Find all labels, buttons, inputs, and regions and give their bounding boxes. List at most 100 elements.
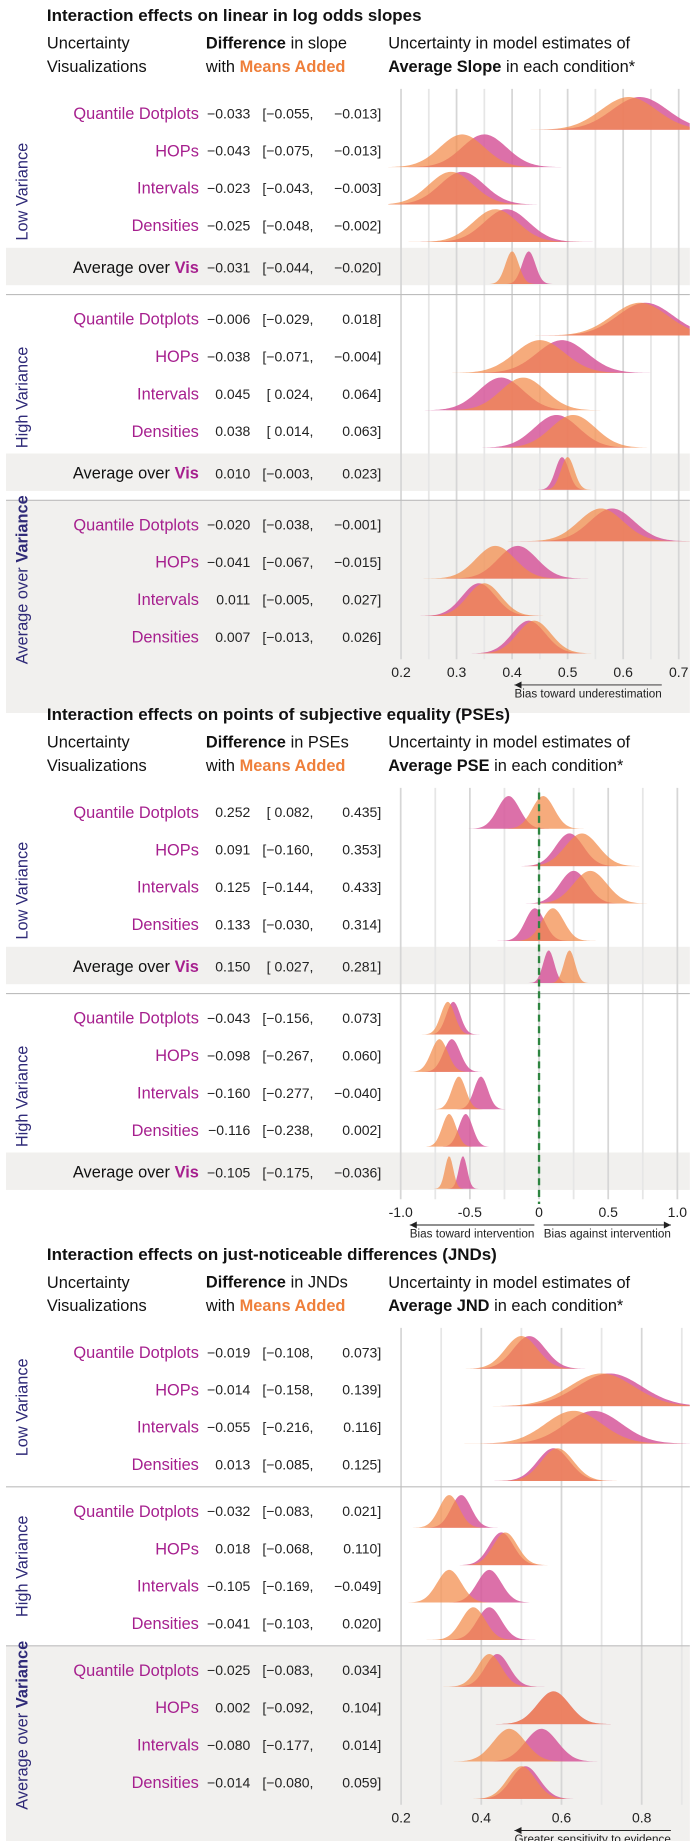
column-header: Visualizations bbox=[47, 58, 147, 76]
density-means-added bbox=[388, 1076, 690, 1110]
density-baseline bbox=[388, 950, 690, 984]
header-text: in each condition* bbox=[506, 58, 636, 76]
difference-estimate: 0.018 bbox=[215, 1541, 250, 1557]
density-means-added bbox=[388, 414, 690, 448]
difference-estimate: −0.006 bbox=[207, 311, 250, 327]
density-means-added bbox=[388, 1495, 690, 1528]
row-label: HOPs bbox=[155, 348, 199, 366]
row-label: Intervals bbox=[137, 879, 199, 897]
difference-estimate: 0.125] bbox=[342, 1456, 381, 1472]
difference-estimate: 0.014] bbox=[342, 1737, 381, 1753]
header-text: in slope bbox=[291, 35, 347, 53]
density-means-added bbox=[388, 1691, 690, 1725]
density-means-added bbox=[388, 209, 690, 242]
density-means-added bbox=[388, 1569, 690, 1603]
density-means-added bbox=[388, 545, 690, 579]
x-tick-label: 0.6 bbox=[552, 1809, 572, 1825]
difference-estimate: −0.015] bbox=[334, 554, 381, 570]
panel-title: Interaction effects on just-noticeable d… bbox=[47, 1245, 497, 1264]
x-tick-label: 0.4 bbox=[502, 664, 522, 680]
header-bold: Average Slope bbox=[388, 58, 501, 76]
difference-estimate: 0.073] bbox=[342, 1010, 381, 1026]
x-tick-label: 0.6 bbox=[613, 664, 633, 680]
column-header: Difference in slope bbox=[206, 35, 347, 53]
difference-estimate: −0.002] bbox=[334, 217, 381, 233]
group-label: High Variance bbox=[14, 1516, 32, 1618]
ridges bbox=[388, 97, 690, 654]
row-label-highlight: Vis bbox=[175, 1164, 199, 1182]
density-means-added bbox=[388, 1607, 690, 1640]
difference-estimate: 0.060] bbox=[342, 1047, 381, 1063]
density-means-added bbox=[388, 583, 690, 617]
group-band bbox=[6, 1645, 690, 1841]
row-label-highlight: Vis bbox=[175, 958, 199, 976]
difference-estimate: 0.139] bbox=[342, 1382, 381, 1398]
column-header: Uncertainty bbox=[47, 1274, 131, 1292]
difference-estimate: 0.433] bbox=[342, 879, 381, 895]
difference-estimate: 0.023] bbox=[342, 465, 381, 481]
difference-estimate: [−0.029, bbox=[262, 311, 313, 327]
difference-estimate: [−0.144, bbox=[262, 879, 313, 895]
difference-estimate: [−0.103, bbox=[262, 1615, 313, 1631]
header-text: with bbox=[205, 757, 235, 775]
row-label: Quantile Dotplots bbox=[73, 1344, 198, 1362]
difference-estimate: 0.010 bbox=[215, 465, 250, 481]
x-tick-label: -1.0 bbox=[389, 1204, 413, 1220]
row-label: Densities bbox=[132, 1615, 199, 1633]
axis-arrowhead bbox=[409, 1221, 417, 1229]
row-label: Quantile Dotplots bbox=[73, 1010, 198, 1028]
difference-estimate: [−0.108, bbox=[262, 1344, 313, 1360]
difference-estimate: 0.045 bbox=[215, 386, 250, 402]
header-highlight: Means Added bbox=[240, 1297, 346, 1315]
difference-estimate: 0.038 bbox=[215, 423, 250, 439]
difference-estimate: [−0.083, bbox=[262, 1662, 313, 1678]
difference-estimate: −0.032 bbox=[207, 1503, 250, 1519]
row-label: HOPs bbox=[155, 841, 199, 859]
labels: Quantile Dotplots 0.252 [ 0.082, 0.435] HOPs… bbox=[6, 792, 690, 1240]
axis-label: Bias toward underestimation bbox=[514, 687, 661, 700]
group-label-text: Low Variance bbox=[14, 1358, 32, 1456]
row-label: Densities bbox=[132, 1774, 199, 1792]
density-means-added bbox=[388, 1156, 690, 1189]
difference-estimate: −0.041 bbox=[207, 554, 250, 570]
x-tick-label: 0.2 bbox=[391, 1809, 411, 1825]
group-label: Low Variance bbox=[14, 1358, 32, 1456]
difference-estimate: 0.133 bbox=[215, 916, 250, 932]
header-text: in each condition* bbox=[494, 1297, 624, 1315]
difference-estimate: [−0.075, bbox=[262, 143, 313, 159]
difference-estimate: −0.041 bbox=[207, 1615, 250, 1631]
group-label-highlight: Variance bbox=[14, 495, 32, 562]
header-bold: Average PSE bbox=[388, 757, 489, 775]
difference-estimate: [−0.048, bbox=[262, 217, 313, 233]
axis-label: Greater sensitivity to evidence bbox=[514, 1833, 670, 1841]
column-header: Uncertainty bbox=[47, 35, 131, 53]
labels: Quantile Dotplots −0.033 [−0.055, −0.013] HO… bbox=[6, 105, 690, 700]
difference-estimate: [−0.013, bbox=[262, 629, 313, 645]
row-label-highlight: Vis bbox=[175, 465, 199, 483]
column-header: Uncertainty bbox=[47, 734, 131, 752]
density-means-added bbox=[388, 1448, 690, 1481]
difference-estimate: 0.116] bbox=[343, 1419, 381, 1435]
row-label: Densities bbox=[132, 1456, 199, 1474]
row-label: Intervals bbox=[137, 1419, 199, 1437]
difference-estimate: −0.105 bbox=[207, 1578, 250, 1594]
difference-estimate: [−0.158, bbox=[262, 1382, 313, 1398]
density-baseline bbox=[388, 251, 690, 285]
difference-estimate: −0.025 bbox=[207, 1662, 250, 1678]
row-label: Densities bbox=[132, 629, 199, 647]
difference-estimate: 0.027] bbox=[342, 592, 381, 608]
difference-estimate: 0.013 bbox=[215, 1456, 250, 1472]
density-baseline bbox=[388, 1532, 690, 1566]
density-means-added bbox=[388, 1766, 690, 1799]
x-tick-label: 0.8 bbox=[632, 1809, 652, 1825]
group-label-text: High Variance bbox=[14, 347, 32, 449]
difference-estimate: 0.314] bbox=[342, 916, 381, 932]
group-label-text: High Variance bbox=[14, 1516, 32, 1618]
x-tick-label: 0 bbox=[535, 1204, 543, 1220]
row-label: Quantile Dotplots bbox=[73, 1503, 198, 1521]
density-baseline bbox=[388, 414, 690, 448]
row-label: HOPs bbox=[155, 1540, 199, 1558]
grid bbox=[400, 1327, 683, 1805]
difference-estimate: [ 0.024, bbox=[267, 386, 314, 402]
column-header: Average JND in each condition* bbox=[388, 1297, 624, 1315]
